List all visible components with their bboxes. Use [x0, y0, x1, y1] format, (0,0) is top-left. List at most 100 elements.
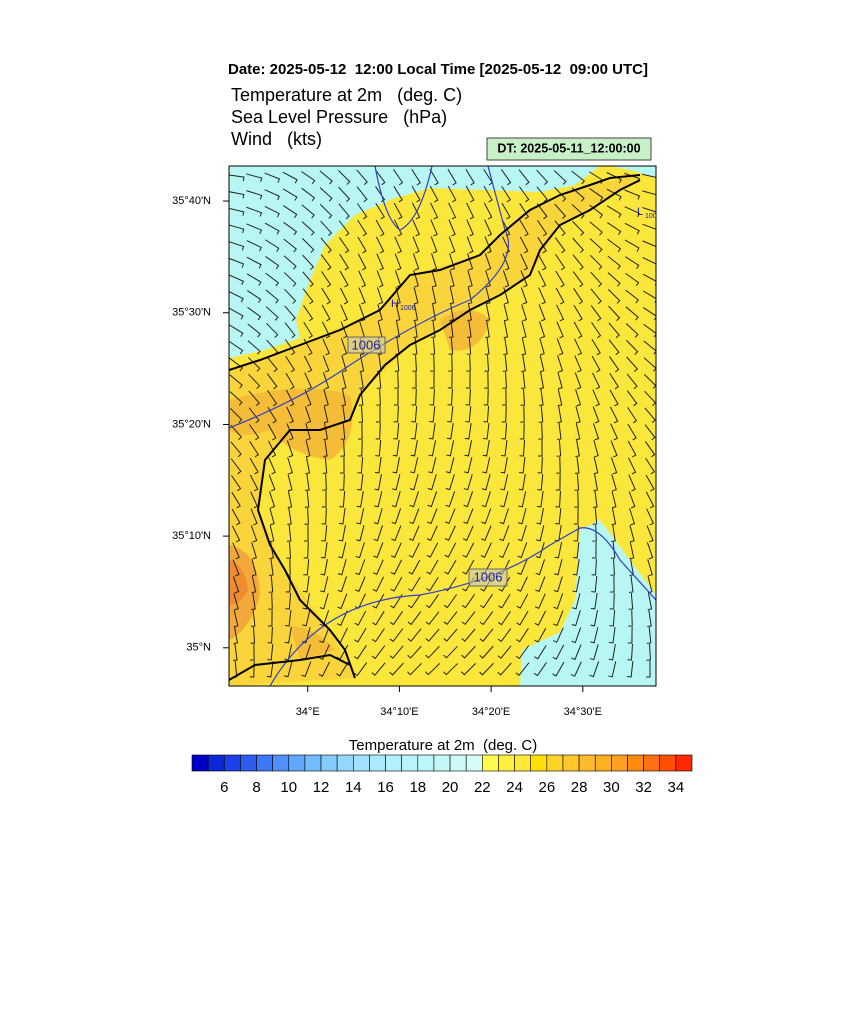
wind-barb	[593, 440, 599, 458]
wind-barb	[339, 253, 349, 271]
wind-barb	[466, 354, 471, 372]
map-frame	[228, 165, 657, 687]
wind-barb	[394, 253, 402, 271]
wind-barb	[628, 474, 636, 492]
colorbar-tick-label: 32	[635, 779, 652, 796]
wind-barb	[642, 223, 656, 234]
wind-barb	[302, 254, 315, 270]
wind-barb	[534, 593, 546, 609]
wind-barb	[304, 490, 310, 508]
wind-barb	[515, 645, 530, 660]
wind-barb	[611, 474, 617, 492]
wind-barb	[392, 474, 401, 491]
wind-barb	[573, 541, 580, 559]
wind-barb	[267, 643, 274, 661]
wind-barb	[283, 255, 297, 270]
wind-barb	[536, 525, 545, 542]
wind-barb	[393, 405, 399, 423]
wind-barb	[467, 270, 473, 288]
wind-barb	[413, 270, 419, 288]
wind-barb	[354, 627, 367, 643]
wind-barb	[321, 507, 327, 525]
wind-barb	[339, 270, 349, 288]
wind-barb	[341, 389, 347, 407]
wind-barb	[445, 491, 456, 508]
wind-barb	[555, 270, 565, 288]
wind-barb	[503, 321, 509, 339]
wind-barb	[629, 525, 635, 543]
wind-barb	[321, 287, 331, 305]
wind-barb	[357, 456, 364, 474]
wind-barb	[425, 611, 440, 626]
wind-barb	[265, 272, 280, 287]
wind-barb	[500, 440, 508, 457]
wind-barb	[497, 662, 512, 676]
wind-barb	[644, 424, 656, 441]
wind-barb	[574, 473, 580, 491]
wind-barb	[229, 341, 244, 355]
wind-barb	[267, 609, 273, 627]
wind-barb	[463, 508, 474, 525]
wind-barb	[498, 593, 511, 609]
wind-barb	[643, 307, 656, 321]
wind-barb	[537, 456, 543, 474]
wind-barb	[536, 508, 544, 525]
wind-barb	[590, 254, 603, 270]
wind-barb	[283, 205, 298, 219]
wind-barb	[646, 626, 652, 644]
wind-barb	[430, 337, 436, 355]
wind-barb	[354, 593, 366, 609]
colorbar-box	[627, 754, 644, 772]
wind-barb	[246, 206, 263, 217]
wind-barb	[465, 185, 475, 203]
wind-barb	[425, 594, 440, 609]
wind-barb	[356, 508, 365, 525]
wind-barb	[500, 457, 508, 474]
wind-barb	[375, 422, 381, 440]
wind-barb	[629, 508, 636, 526]
wind-barb	[501, 405, 507, 423]
wind-barb	[340, 304, 348, 322]
wind-barb	[410, 423, 418, 440]
colorbar-tick-label: 28	[571, 779, 588, 796]
wind-barb	[624, 239, 640, 252]
wind-barb	[446, 457, 455, 474]
wind-barb	[389, 645, 404, 659]
lon-tick-label: 34°E	[296, 706, 320, 718]
colorbar-box	[320, 754, 338, 772]
wind-barb	[555, 287, 565, 305]
wind-barb	[372, 576, 385, 592]
wind-barb	[465, 405, 472, 423]
wind-barb	[429, 388, 435, 406]
wind-barb	[521, 304, 527, 322]
wind-barb	[609, 372, 619, 390]
wind-barb	[319, 593, 329, 610]
wind-barb	[359, 355, 365, 373]
wind-barb	[537, 473, 544, 491]
wind-barb	[318, 644, 330, 660]
wind-barb	[431, 287, 437, 305]
wind-barb	[573, 507, 579, 525]
wind-barb	[647, 610, 652, 628]
wind-barb	[269, 491, 276, 509]
wind-barb	[629, 542, 635, 560]
colorbar-box	[288, 754, 306, 772]
wind-barb	[534, 610, 547, 626]
wind-barb	[409, 508, 420, 525]
colorbar-box	[385, 754, 402, 772]
wind-barb	[555, 254, 566, 271]
wind-barb	[303, 558, 310, 576]
wind-barb	[429, 185, 439, 203]
wind-barb	[645, 491, 655, 509]
wind-barb	[283, 238, 297, 253]
wind-barb	[264, 222, 280, 235]
wind-barb	[536, 203, 548, 220]
wind-barb	[516, 576, 528, 592]
wind-barb	[521, 338, 527, 356]
wind-barb	[572, 237, 585, 254]
wind-barb	[268, 457, 276, 475]
wind-barb	[231, 508, 241, 526]
wind-barb	[519, 236, 529, 254]
wind-barb	[358, 270, 367, 288]
